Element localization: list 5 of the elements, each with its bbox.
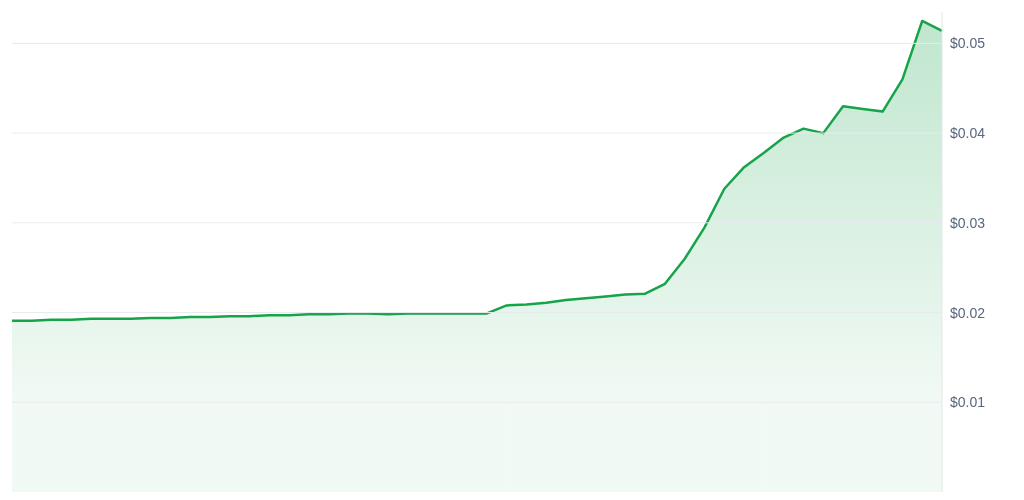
y-tick-label: $0.03 [950,214,986,231]
y-tick-label: $0.01 [950,394,986,411]
y-tick-label: $0.02 [950,304,986,321]
y-tick-label: $0.05 [950,35,986,52]
y-tick-label: $0.04 [950,125,986,142]
